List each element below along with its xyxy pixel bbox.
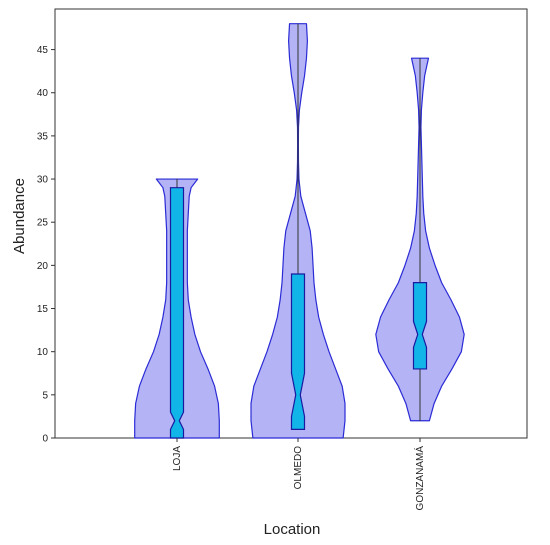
y-tick-label: 20 xyxy=(37,261,49,272)
y-tick-label: 25 xyxy=(37,218,49,229)
x-axis: LOJA OLMEDO GONZANAMÁ xyxy=(172,438,426,510)
y-tick-label: 30 xyxy=(37,175,49,186)
box-notch xyxy=(169,187,185,439)
x-tick-label: LOJA xyxy=(172,446,183,471)
y-axis: 0 5 10 15 20 25 30 35 40 45 xyxy=(37,45,55,445)
y-tick-label: 0 xyxy=(42,434,48,445)
x-tick-label: OLMEDO xyxy=(293,446,304,490)
box-notch xyxy=(412,282,428,370)
box-notch xyxy=(290,273,306,430)
y-axis-title: Abundance xyxy=(11,178,28,254)
violins xyxy=(134,23,465,439)
y-tick-label: 40 xyxy=(37,88,49,99)
x-tick-label: GONZANAMÁ xyxy=(413,446,426,511)
y-tick-label: 45 xyxy=(37,45,49,56)
y-tick-label: 35 xyxy=(37,131,49,142)
x-axis-title: Location xyxy=(264,521,321,538)
y-tick-label: 5 xyxy=(42,390,48,401)
y-tick-label: 15 xyxy=(37,304,49,315)
y-tick-label: 10 xyxy=(37,347,49,358)
